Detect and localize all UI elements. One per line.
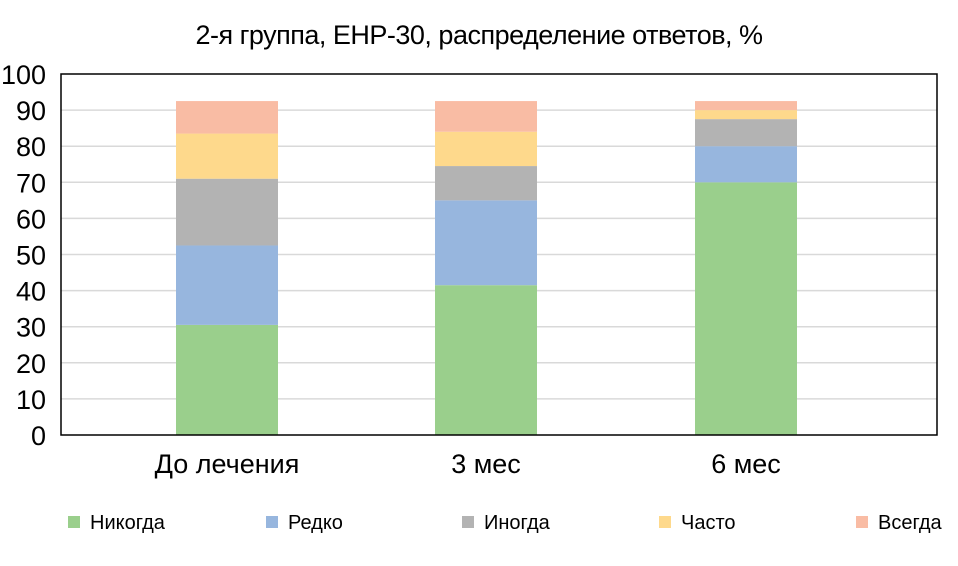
legend-swatch [266,516,278,528]
bar-segment [695,119,797,147]
legend-swatch [462,516,474,528]
y-tick-label: 90 [16,96,46,126]
y-tick-label: 40 [16,277,46,307]
y-tick-label: 60 [16,204,46,234]
plot-frame [60,73,938,436]
bars [176,101,797,435]
y-tick-label: 0 [31,421,46,451]
bar-segment [176,133,278,179]
legend-label: Редко [288,512,343,534]
legend-label: Всегда [878,512,943,534]
bar-segment [176,245,278,325]
bar-segment [695,182,797,435]
legend: Никогда Редко Иногда Часто Всегда [68,512,943,534]
y-tick-label: 50 [16,241,46,271]
bar-segment [435,285,537,435]
y-tick-label: 70 [16,168,46,198]
y-tick-label: 100 [1,60,46,90]
y-axis-ticks: 0 10 20 30 40 50 60 70 80 90 100 [1,60,46,451]
bar-segment [176,324,278,435]
legend-swatch [68,516,80,528]
x-category-label: 6 мес [711,449,781,479]
x-category-label: До лечения [155,449,300,479]
y-tick-label: 30 [16,313,46,343]
bar-segment [176,178,278,246]
bar-segment [695,146,797,183]
legend-swatch [856,516,868,528]
bar-segment [695,101,797,111]
bar-segment [435,166,537,201]
legend-label: Часто [681,512,736,534]
bar-segment [695,110,797,120]
bar-segment [176,101,278,134]
bar-segment [435,131,537,167]
x-axis-labels: До лечения 3 мес 6 мес [155,449,781,479]
bar-segment [435,200,537,286]
chart-title: 2-я группа, EHP-30, распределение ответо… [195,20,763,50]
legend-swatch [659,516,671,528]
bar-segment [435,101,537,132]
y-tick-label: 20 [16,349,46,379]
y-tick-label: 80 [16,132,46,162]
legend-label: Никогда [90,512,166,534]
legend-label: Иногда [484,512,551,534]
y-tick-label: 10 [16,385,46,415]
x-category-label: 3 мес [451,449,521,479]
